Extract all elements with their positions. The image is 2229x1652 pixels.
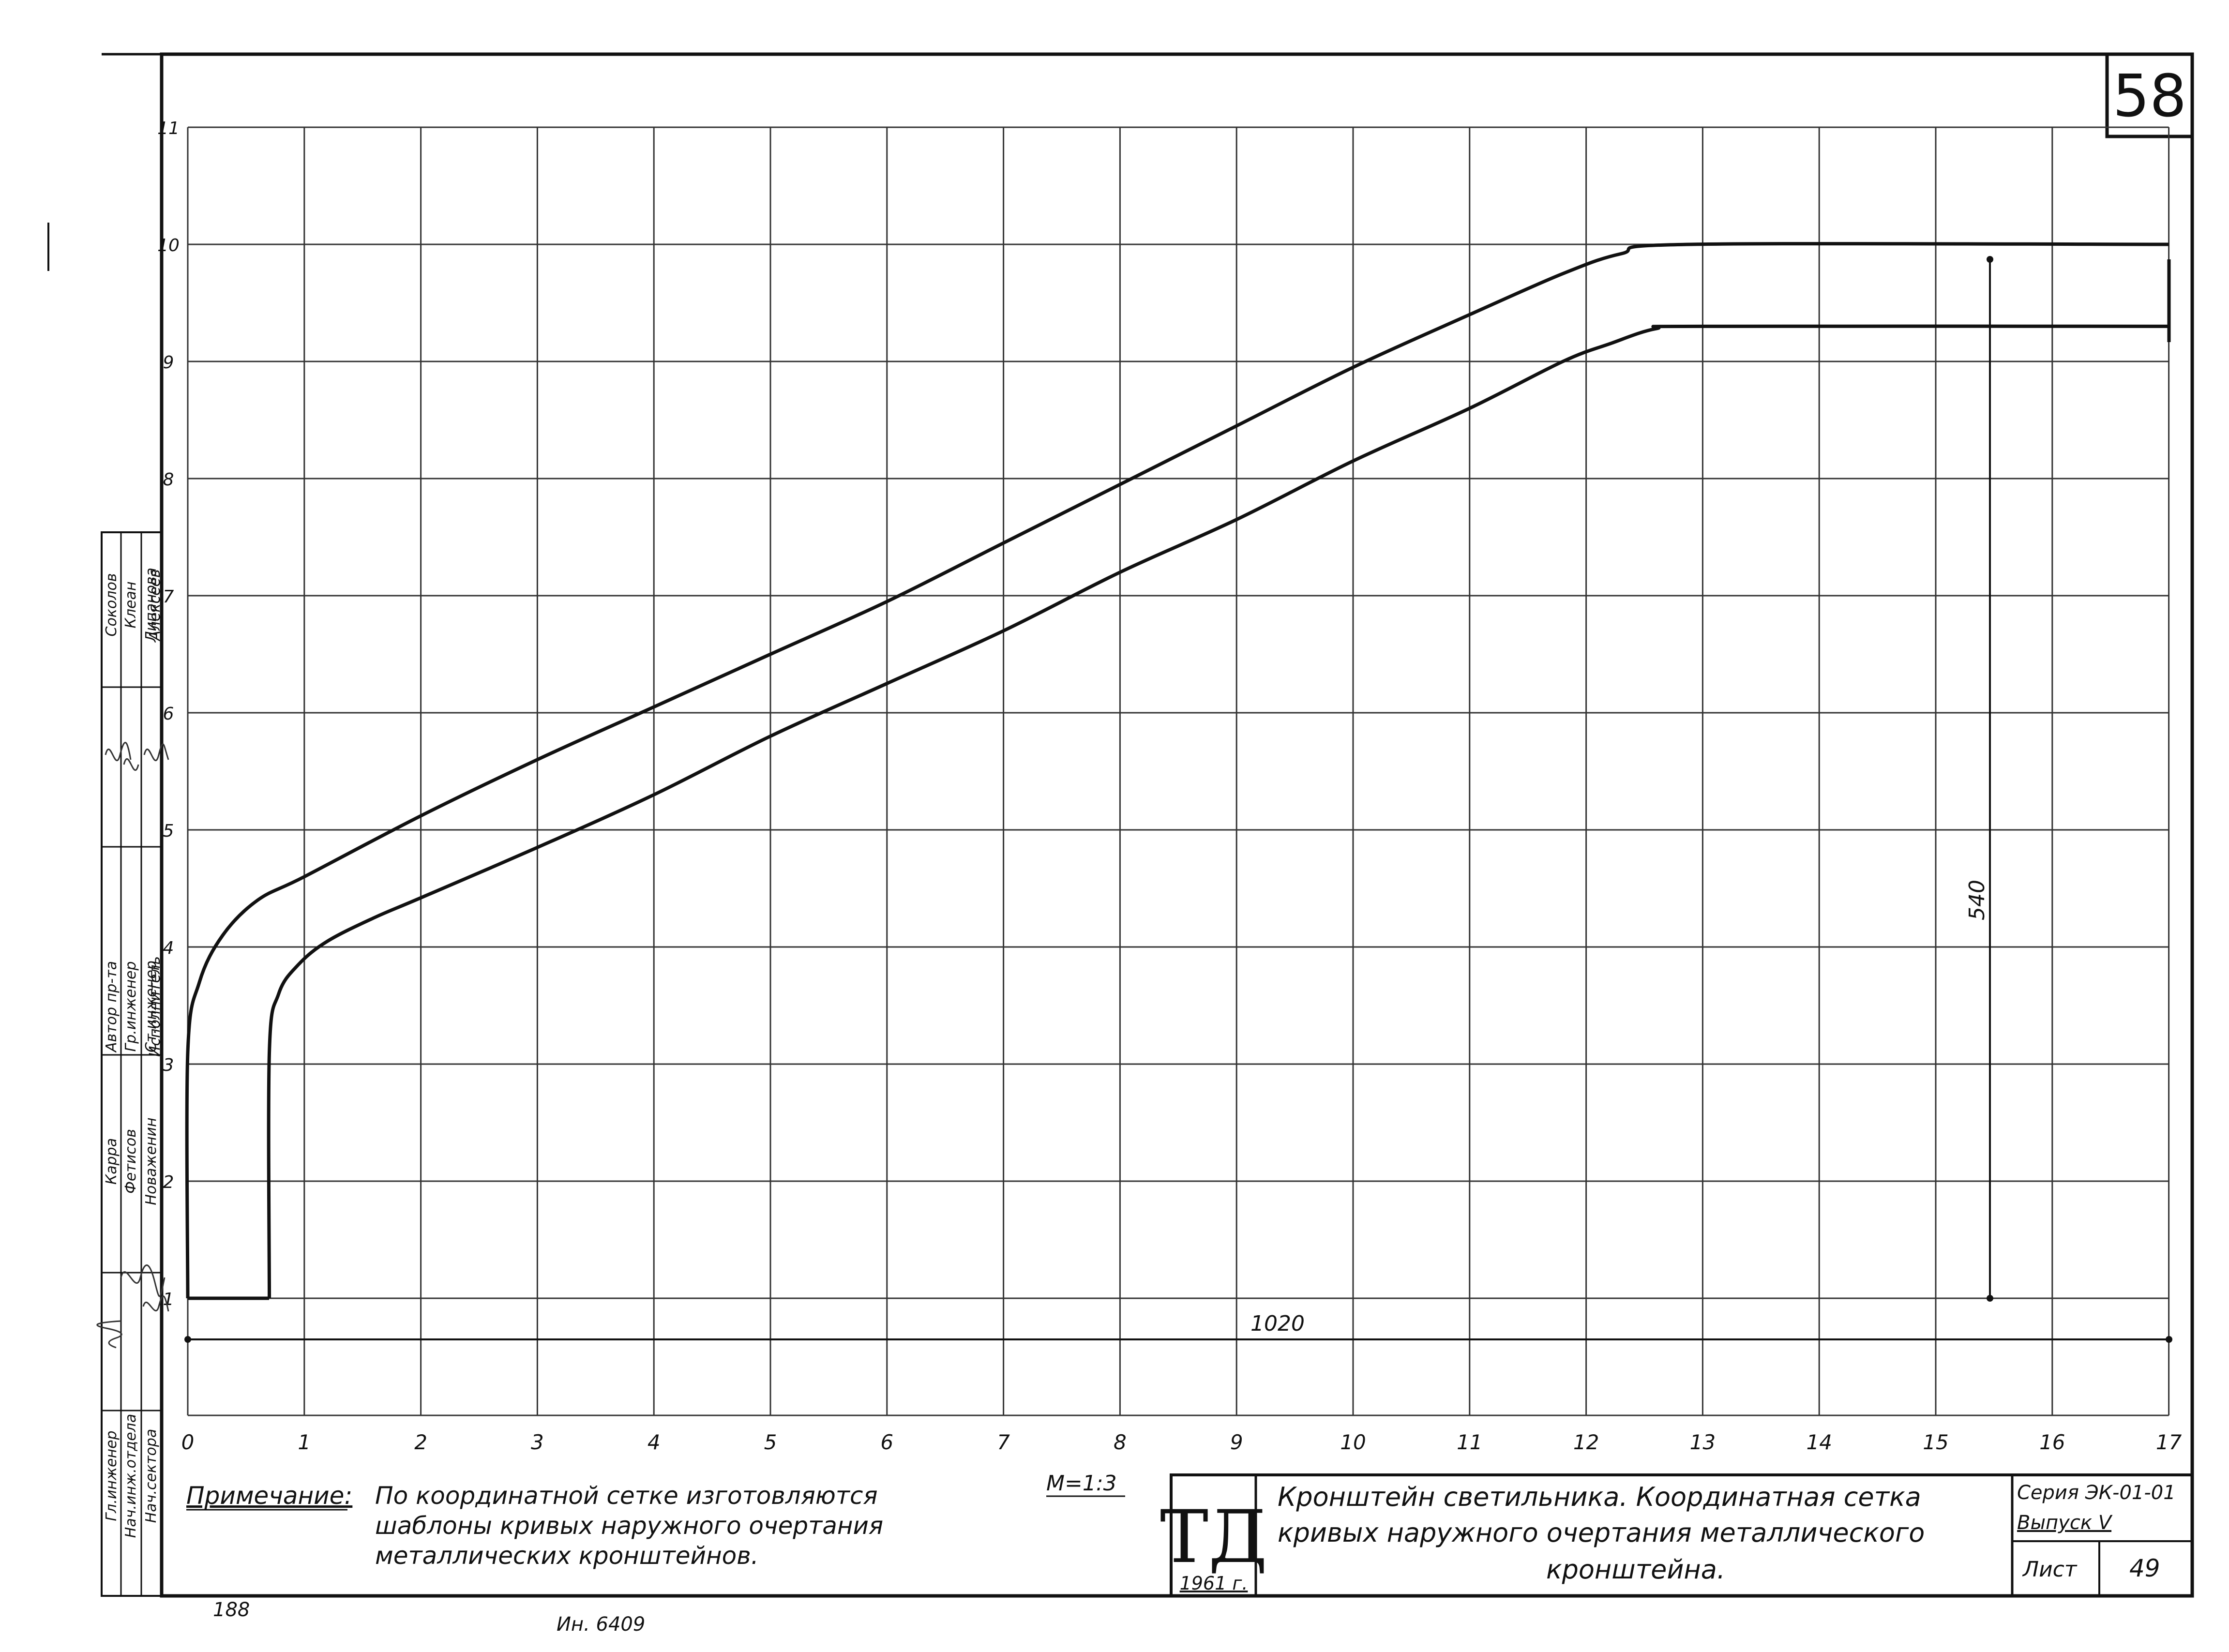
stamp-role: Исполнитель — [147, 956, 164, 1057]
stamp-name: Соколов — [103, 573, 120, 637]
x-tick-label: 4 — [648, 1430, 661, 1454]
title-line-3: кронштейна. — [1546, 1554, 1725, 1585]
y-tick-label: 11 — [157, 119, 180, 138]
x-tick-label: 9 — [1230, 1430, 1243, 1454]
x-tick-label: 2 — [414, 1430, 427, 1454]
approval-stamp: Гл.инженер Карра Нач.инж.отдела Фетисов Нач.… — [96, 531, 169, 1597]
x-tick-label: 5 — [764, 1430, 777, 1454]
sheet-frame — [160, 52, 2194, 1598]
signature-scribble-5 — [123, 758, 139, 771]
stamp-name: Липанова — [143, 568, 160, 643]
y-tick-label: 6 — [163, 704, 174, 724]
x-tick-label: 1 — [298, 1430, 311, 1454]
y-tick-label: 2 — [163, 1172, 174, 1192]
note-line-1: По координатной сетке изготовляются — [375, 1482, 878, 1510]
stamp-role: Гл.инженер — [103, 1430, 120, 1521]
y-tick-label: 4 — [163, 938, 174, 958]
logo-year: 1961 г. — [1180, 1573, 1248, 1594]
height-dimension: 540 — [1965, 256, 1993, 1302]
y-tick-label: 10 — [157, 236, 180, 255]
x-tick-label: 10 — [1340, 1430, 1366, 1454]
logo-letters: ТД — [1160, 1495, 1267, 1579]
note-block: Примечание: По координатной сетке изгото… — [186, 1482, 883, 1570]
x-tick-label: 15 — [1923, 1430, 1948, 1454]
sheet-value: 49 — [2129, 1554, 2160, 1582]
x-tick-label: 7 — [997, 1430, 1010, 1454]
y-tick-label: 1 — [163, 1290, 174, 1309]
note-line-2: шаблоны кривых наружного очертания — [375, 1512, 883, 1540]
width-dimension: 1020 — [184, 1311, 2172, 1343]
x-tick-label: 11 — [1457, 1430, 1482, 1454]
stamp-name: Фетисов — [122, 1129, 139, 1194]
x-tick-label: 14 — [1806, 1430, 1832, 1454]
y-tick-label: 5 — [163, 821, 174, 841]
x-tick-label: 8 — [1114, 1430, 1127, 1454]
x-tick-label: 16 — [2039, 1430, 2065, 1454]
y-tick-label: 8 — [163, 470, 174, 490]
signature-scribble-2 — [120, 1264, 166, 1297]
stamp-role: Нач.сектора — [143, 1429, 160, 1523]
issue-label: Выпуск V — [2017, 1512, 2113, 1534]
stamp-text: Гл.инженер Карра Нач.инж.отдела Фетисов Нач.… — [103, 568, 164, 1538]
footer-left: 188 — [213, 1599, 250, 1621]
inner-contour-curve — [267, 324, 2169, 1299]
outer-contour-curve — [185, 242, 2169, 1299]
stamp-role: Автор пр-та — [103, 961, 120, 1053]
note-line-3: металлических кронштейнов. — [375, 1542, 759, 1570]
y-tick-label: 7 — [163, 587, 174, 607]
scale-label: М=1:3 — [1046, 1471, 1117, 1496]
x-tick-label: 6 — [880, 1430, 893, 1454]
x-tick-label: 17 — [2156, 1430, 2182, 1454]
title-block: ТД 1961 г. Кронштейн светильника. Коорди… — [1160, 1473, 2194, 1597]
height-dimension-label: 540 — [1965, 880, 1989, 920]
note-label: Примечание: — [186, 1482, 352, 1510]
stamp-name: Новаженин — [143, 1117, 160, 1205]
signature-scribble-4 — [105, 742, 132, 761]
stamp-name: Алексеев — [147, 569, 164, 641]
x-tick-label: 13 — [1690, 1430, 1716, 1454]
series-label: Серия ЭК-01-01 — [2017, 1482, 2176, 1504]
stamp-name: Клеан — [122, 582, 139, 629]
sheet-label: Лист — [2022, 1557, 2078, 1582]
signature-scribble-3 — [142, 1295, 169, 1312]
title-line-1: Кронштейн светильника. Координатная сетк… — [1278, 1482, 1921, 1512]
stamp-role: Гр.инженер — [122, 961, 139, 1051]
footer-middle: Ин. 6409 — [557, 1613, 645, 1636]
coordinate-grid — [187, 126, 2170, 1416]
stamp-role: Ст.инженер — [143, 961, 160, 1052]
title-line-2: кривых наружного очертания металлическог… — [1278, 1517, 1925, 1548]
x-tick-label: 12 — [1573, 1430, 1599, 1454]
y-tick-label: 3 — [163, 1055, 174, 1075]
x-tick-label: 0 — [181, 1430, 195, 1454]
sheet-number: 58 — [2113, 63, 2187, 130]
x-tick-label: 3 — [531, 1430, 544, 1454]
width-dimension-label: 1020 — [1250, 1311, 1305, 1336]
signature-scribble-1 — [96, 1320, 122, 1349]
stamp-role: Нач.инж.отдела — [122, 1414, 139, 1538]
stamp-name: Карра — [103, 1138, 120, 1185]
y-tick-label: 9 — [163, 353, 174, 373]
signature-scribble-6 — [143, 743, 169, 761]
sheet-number-box: 58 — [2105, 52, 2194, 138]
